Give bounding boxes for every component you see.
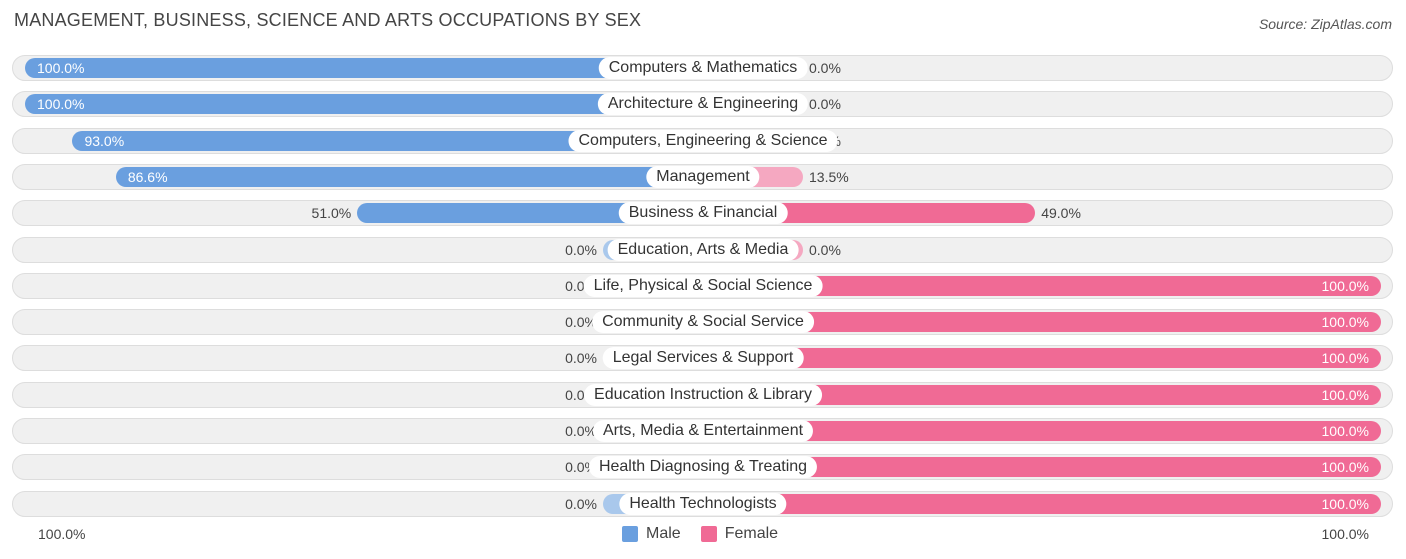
chart-title: MANAGEMENT, BUSINESS, SCIENCE AND ARTS O… <box>14 10 642 30</box>
female-value-label: 0.0% <box>809 60 841 76</box>
category-label: Management <box>646 165 760 188</box>
legend-item-male: Male <box>622 525 681 543</box>
male-value-label: 0.0% <box>565 314 597 331</box>
category-label: Computers, Engineering & Science <box>568 129 838 152</box>
female-bar <box>703 384 1381 405</box>
category-label: Computers & Mathematics <box>598 57 808 79</box>
female-bar <box>703 348 1381 369</box>
female-bar <box>703 457 1381 478</box>
male-value-label: 0.0% <box>565 423 597 439</box>
female-value-label: 100.0% <box>1321 459 1369 476</box>
category-label: Business & Financial <box>618 202 788 225</box>
female-value-label: 100.0% <box>1321 495 1369 512</box>
category-label: Arts, Media & Entertainment <box>592 420 814 442</box>
male-bar <box>25 58 703 78</box>
legend-swatch-male <box>622 526 638 542</box>
category-label: Architecture & Engineering <box>597 93 809 116</box>
source-credit: Source: ZipAtlas.com <box>1258 16 1392 32</box>
male-value-label: 0.0% <box>565 241 597 258</box>
legend-item-female: Female <box>700 525 779 543</box>
male-bar <box>115 166 703 187</box>
female-value-label: 0.0% <box>809 241 841 258</box>
female-value-label: 13.5% <box>809 168 849 185</box>
male-value-label: 0.0% <box>565 495 597 512</box>
legend-swatch-female <box>700 526 717 542</box>
female-value-label: 100.0% <box>1321 350 1369 367</box>
category-label: Life, Physical & Social Science <box>583 274 823 297</box>
male-value-label: 0.0% <box>565 350 597 367</box>
category-label: Health Technologists <box>619 492 787 515</box>
category-label: Health Diagnosing & Treating <box>588 456 818 479</box>
male-bar <box>72 130 703 151</box>
legend: Male Female <box>622 523 798 545</box>
male-value-label: 100.0% <box>37 60 85 76</box>
category-label: Community & Social Service <box>592 311 814 334</box>
male-value-label: 51.0% <box>311 205 352 222</box>
legend-label-female: Female <box>724 525 779 542</box>
female-value-label: 49.0% <box>1041 205 1081 222</box>
male-bar <box>357 203 703 224</box>
male-bar <box>25 94 703 115</box>
female-value-label: 0.0% <box>809 96 841 113</box>
female-value-label: 100.0% <box>1321 386 1369 403</box>
male-value-label: 86.6% <box>127 168 168 185</box>
legend-label-male: Male <box>646 525 681 542</box>
category-label: Education, Arts & Media <box>607 238 799 261</box>
female-bar <box>703 312 1381 333</box>
female-value-label: 100.0% <box>1321 314 1369 331</box>
female-value-label: 100.0% <box>1321 277 1369 294</box>
axis-left-label: 100.0% <box>38 526 86 542</box>
female-bar <box>703 493 1381 514</box>
male-value-label: 93.0% <box>84 132 125 149</box>
female-bar <box>703 275 1381 296</box>
axis-right-label: 100.0% <box>1321 526 1369 542</box>
male-value-label: 100.0% <box>37 96 85 113</box>
category-label: Legal Services & Support <box>602 347 804 370</box>
category-label: Education Instruction & Library <box>584 383 822 406</box>
female-bar <box>703 421 1381 441</box>
female-value-label: 100.0% <box>1321 423 1369 439</box>
